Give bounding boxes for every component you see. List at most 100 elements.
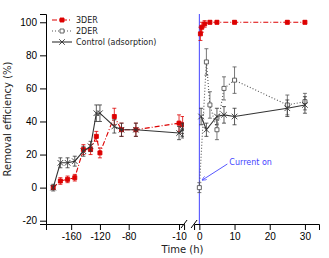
error-bar	[208, 92, 212, 118]
legend-symbol	[60, 29, 64, 33]
error-bar	[73, 174, 77, 181]
x-tick: -80	[122, 224, 137, 242]
chart: -160-120-80-10-200204060801003DER2DERCon…	[0, 0, 329, 258]
x-tick-label: 0	[197, 231, 203, 242]
x-tick-label: -120	[90, 231, 110, 242]
legend-item: 3DER	[52, 16, 98, 25]
point	[204, 60, 208, 64]
error-bar	[233, 108, 237, 125]
point	[112, 124, 118, 130]
error-bar	[120, 123, 124, 136]
point	[65, 160, 71, 166]
y-tick-mark	[40, 188, 46, 189]
point	[72, 158, 78, 164]
point	[222, 86, 226, 90]
y-tick-label: 80	[26, 50, 38, 61]
error-bar	[215, 21, 219, 24]
series-line	[201, 105, 305, 130]
point	[112, 115, 116, 119]
x-tick-label: 10	[229, 231, 241, 242]
series-line	[53, 113, 182, 187]
panel: 0 10 20 30 Current on	[195, 14, 320, 242]
point	[197, 186, 201, 190]
error-bar	[303, 97, 307, 114]
y-axis-title: Removal efficiency (%)	[2, 61, 13, 176]
point	[221, 112, 227, 118]
error-bar	[89, 141, 93, 151]
y-tick: 100	[20, 17, 46, 28]
x-axis-title: Time (h)	[161, 244, 204, 255]
y-tick-mark	[40, 155, 46, 156]
point	[214, 114, 220, 120]
x-tick-mark	[235, 224, 236, 230]
x-tick-mark	[270, 224, 271, 230]
point	[285, 105, 291, 111]
x-tick-mark	[71, 224, 72, 230]
x-tick: 30	[300, 224, 312, 242]
y-tick-mark	[40, 55, 46, 56]
axis-break	[181, 220, 187, 228]
point	[50, 185, 56, 191]
point	[198, 32, 202, 36]
error-bar	[222, 107, 226, 124]
x-tick-mark	[129, 224, 130, 230]
point	[119, 127, 125, 133]
x-tick-label: 30	[300, 231, 312, 242]
error-bar	[134, 123, 138, 136]
error-bar	[112, 120, 116, 133]
point	[88, 143, 94, 149]
y-tick: 0	[31, 182, 46, 193]
x-tick-label: 20	[265, 231, 277, 242]
x-axis-line	[47, 225, 185, 231]
x-tick-label: -80	[122, 231, 137, 242]
series-line	[199, 62, 305, 188]
y-tick-mark	[40, 121, 46, 122]
x-tick-label: -10	[172, 231, 187, 242]
x-tick-mark	[100, 224, 101, 230]
point	[198, 114, 204, 120]
point	[302, 102, 308, 108]
y-tick: 60	[26, 83, 46, 94]
error-bar	[233, 21, 237, 24]
legend-item: Control (adsorption)	[52, 38, 156, 47]
legend: 3DER 2DER Control (adsorption)	[52, 16, 156, 47]
error-bar	[51, 184, 55, 191]
point	[73, 176, 77, 180]
plot-area	[197, 14, 307, 224]
point	[133, 127, 139, 133]
error-bar	[81, 146, 85, 156]
error-bar	[66, 158, 70, 168]
error-bar	[203, 21, 207, 28]
x-axis-line	[195, 225, 320, 231]
y-tick-label: 0	[31, 182, 37, 193]
error-bar	[215, 108, 219, 125]
point	[204, 127, 210, 133]
point	[97, 110, 103, 116]
legend-symbol	[60, 18, 64, 22]
y-axis-line	[40, 15, 47, 225]
x-tick: 20	[265, 224, 277, 242]
legend-item: 2DER	[52, 27, 98, 36]
error-bar	[181, 123, 184, 136]
x-axis: 0 10 20 30	[195, 224, 320, 242]
y-tick: 20	[26, 149, 46, 160]
annotation-text: Current on	[229, 158, 272, 167]
point	[81, 148, 87, 154]
error-bar	[285, 21, 289, 24]
error-bar	[204, 49, 208, 75]
point	[215, 128, 219, 132]
error-bar	[208, 21, 212, 24]
y-tick-mark	[40, 88, 46, 89]
error-bar	[303, 21, 307, 24]
point	[233, 20, 237, 24]
point	[203, 22, 207, 26]
error-bar	[222, 77, 226, 100]
x-tick: -160	[62, 224, 82, 242]
annotation-arrow	[202, 164, 227, 180]
point	[215, 20, 219, 24]
legend-label: 3DER	[76, 16, 98, 25]
point	[233, 78, 237, 82]
x-tick: 10	[229, 224, 241, 242]
point	[232, 114, 238, 120]
error-bar	[94, 105, 98, 122]
